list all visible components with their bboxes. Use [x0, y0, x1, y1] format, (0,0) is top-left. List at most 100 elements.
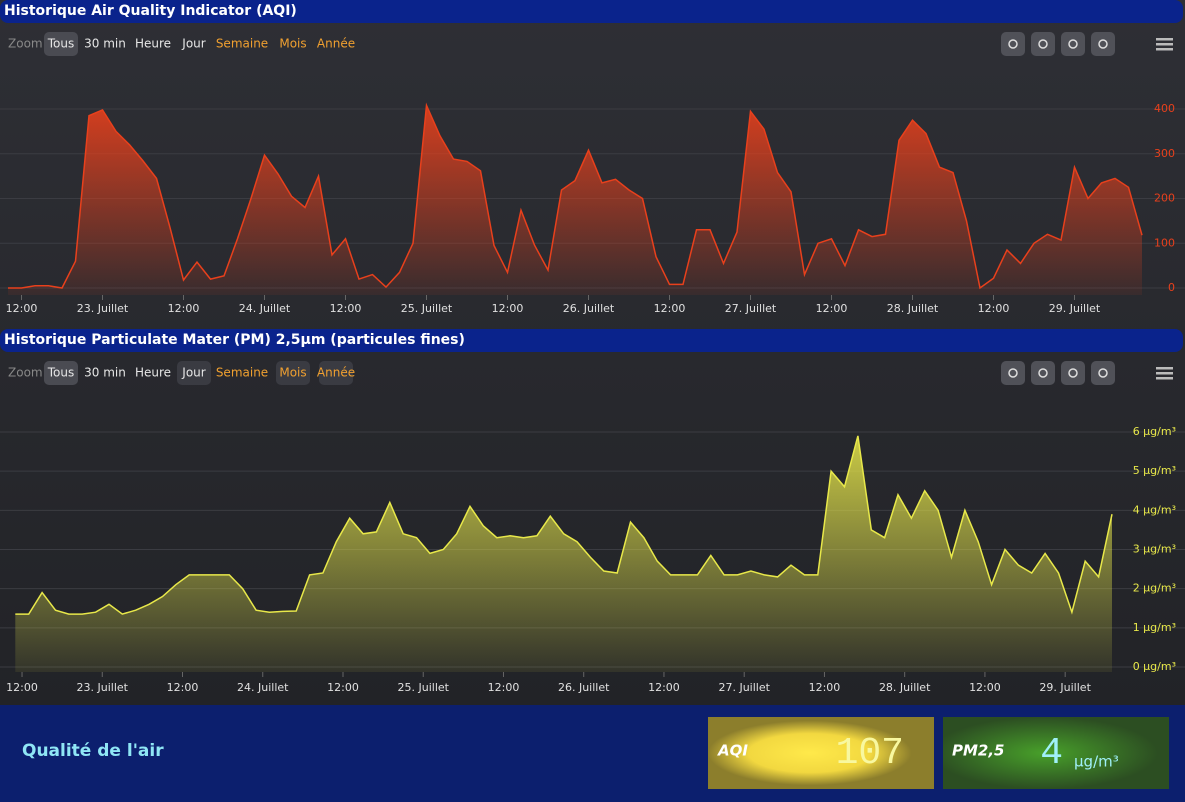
zoom-button[interactable]: Heure	[135, 37, 171, 51]
tool-button[interactable]	[1061, 32, 1085, 56]
area-fill	[15, 435, 1112, 672]
tool-button[interactable]	[1031, 32, 1055, 56]
x-tick-label: 12:00	[168, 302, 200, 315]
y-tick-label: 6 µg/m³	[1133, 425, 1176, 438]
x-tick-label: 24. Juillet	[237, 681, 289, 694]
zoom-label: Zoom	[8, 366, 43, 380]
y-tick-label: 5 µg/m³	[1133, 464, 1176, 477]
tool-icon	[1038, 368, 1048, 378]
pm-unit: µg/m³	[1074, 753, 1119, 771]
tool-button[interactable]	[1091, 32, 1115, 56]
tool-icon	[1098, 368, 1108, 378]
chart-title: Historique Air Quality Indicator (AQI)	[4, 3, 297, 19]
x-tick-label: 12:00	[327, 681, 359, 694]
tool-icon	[1008, 39, 1018, 49]
tool-icon	[1068, 368, 1078, 378]
series-line	[15, 435, 1113, 615]
zoom-button-bg	[319, 361, 353, 385]
menu-button[interactable]	[1156, 38, 1173, 51]
tool-button[interactable]	[1091, 361, 1115, 385]
zoom-button[interactable]: Année	[317, 37, 355, 51]
x-tick-label: 12:00	[6, 302, 38, 315]
x-tick-label: 29. Juillet	[1049, 302, 1101, 315]
title-bar	[0, 329, 1183, 352]
x-tick-label: 23. Juillet	[77, 681, 129, 694]
zoom-button[interactable]: Heure	[135, 366, 171, 380]
menu-line	[1156, 367, 1173, 370]
x-tick-label: 23. Juillet	[77, 302, 129, 315]
y-tick-label: 0 µg/m³	[1133, 660, 1176, 673]
tool-icon	[1038, 39, 1048, 49]
x-tick-label: 12:00	[330, 302, 362, 315]
zoom-label: Zoom	[8, 37, 43, 51]
pm-tile	[943, 717, 1169, 789]
title-bar	[0, 0, 1183, 23]
y-tick-label: 4 µg/m³	[1133, 503, 1176, 516]
x-tick-label: 12:00	[167, 681, 199, 694]
pm-label: PM2,5	[952, 742, 1005, 760]
aqi-value: 107	[836, 732, 904, 775]
y-tick-label: 1 µg/m³	[1133, 621, 1176, 634]
series-line	[8, 102, 1143, 290]
menu-line	[1156, 377, 1173, 380]
y-tick-label: 400	[1154, 102, 1175, 115]
y-tick-label: 100	[1154, 236, 1175, 249]
x-tick-label: 29. Juillet	[1039, 681, 1091, 694]
zoom-button-bg	[276, 361, 310, 385]
x-tick-label: 12:00	[809, 681, 841, 694]
zoom-button[interactable]: Année	[317, 366, 355, 380]
x-tick-label: 12:00	[978, 302, 1010, 315]
x-tick-label: 12:00	[816, 302, 848, 315]
menu-button[interactable]	[1156, 367, 1173, 380]
x-tick-label: 24. Juillet	[239, 302, 291, 315]
zoom-button[interactable]: Mois	[279, 366, 306, 380]
menu-line	[1156, 38, 1173, 41]
x-tick-label: 12:00	[488, 681, 520, 694]
x-tick-label: 25. Juillet	[401, 302, 453, 315]
x-tick-label: 25. Juillet	[398, 681, 450, 694]
zoom-button[interactable]: Semaine	[216, 37, 268, 51]
x-tick-label: 12:00	[6, 681, 38, 694]
menu-line	[1156, 48, 1173, 51]
tool-icon	[1008, 368, 1018, 378]
zoom-button[interactable]: Semaine	[216, 366, 268, 380]
panel-title: Qualité de l'air	[22, 741, 164, 761]
zoom-button-bg	[44, 361, 78, 385]
zoom-button[interactable]: Jour	[181, 37, 205, 51]
x-tick-label: 26. Juillet	[558, 681, 610, 694]
zoom-button[interactable]: 30 min	[84, 37, 126, 51]
y-tick-label: 0	[1168, 281, 1175, 294]
y-tick-label: 200	[1154, 192, 1175, 205]
tool-button[interactable]	[1001, 361, 1025, 385]
tool-icon	[1068, 39, 1078, 49]
zoom-button-bg	[44, 32, 78, 56]
area-fill	[8, 105, 1142, 296]
tool-button[interactable]	[1031, 361, 1055, 385]
zoom-button[interactable]: Mois	[279, 37, 306, 51]
zoom-button[interactable]: Jour	[181, 366, 205, 380]
x-tick-label: 27. Juillet	[718, 681, 770, 694]
aqi-label: AQI	[717, 742, 748, 760]
x-tick-label: 12:00	[492, 302, 524, 315]
y-tick-label: 3 µg/m³	[1133, 542, 1176, 555]
y-tick-label: 2 µg/m³	[1133, 582, 1176, 595]
zoom-button[interactable]: Tous	[47, 366, 75, 380]
tool-button[interactable]	[1001, 32, 1025, 56]
zoom-button[interactable]: Tous	[47, 37, 75, 51]
menu-line	[1156, 372, 1173, 375]
x-tick-label: 12:00	[648, 681, 680, 694]
tool-button[interactable]	[1061, 361, 1085, 385]
x-tick-label: 27. Juillet	[725, 302, 777, 315]
y-tick-label: 300	[1154, 147, 1175, 160]
pm-value: 4	[1040, 732, 1063, 775]
x-tick-label: 28. Juillet	[887, 302, 939, 315]
x-tick-label: 26. Juillet	[563, 302, 615, 315]
tool-icon	[1098, 39, 1108, 49]
x-tick-label: 28. Juillet	[879, 681, 931, 694]
aqi-tile	[708, 717, 934, 789]
zoom-button-bg	[177, 361, 211, 385]
zoom-button[interactable]: 30 min	[84, 366, 126, 380]
x-tick-label: 12:00	[654, 302, 686, 315]
x-tick-label: 12:00	[969, 681, 1001, 694]
